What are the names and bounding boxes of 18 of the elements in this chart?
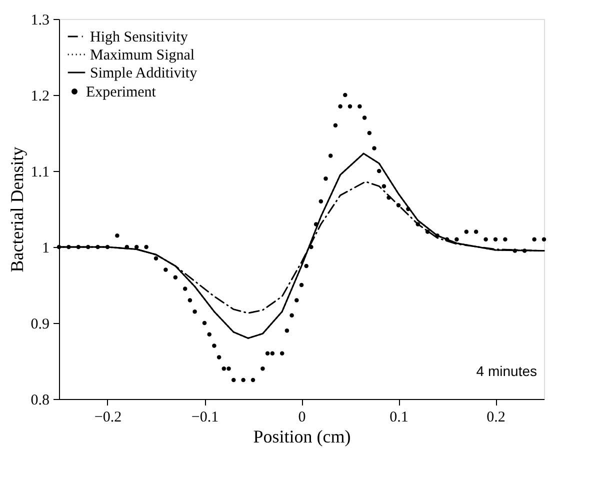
x-tick-label: 0.2 [486, 410, 506, 426]
y-tick-label: 1 [42, 240, 50, 256]
annotation: 4 minutes [476, 363, 537, 379]
legend-label: High Sensitivity [90, 30, 188, 46]
x-axis-title: Position (cm) [253, 426, 351, 446]
y-tick-label: 1.2 [30, 88, 50, 104]
y-tick-label: 1.1 [30, 164, 50, 180]
y-tick-label: 1.3 [30, 12, 50, 28]
y-tick-label: 0.8 [30, 392, 50, 408]
x-tick-label: 0 [298, 410, 306, 426]
legend-label: Maximum Signal [90, 48, 195, 64]
y-tick-label: 0.9 [30, 316, 50, 332]
x-tick-label: 0.1 [390, 410, 408, 426]
legend-label: Simple Additivity [90, 66, 198, 82]
y-axis-title: Bacterial Density [6, 146, 27, 272]
x-tick-label: −0.1 [191, 410, 219, 426]
legend-label: Experiment [86, 84, 157, 100]
x-tick-label: −0.2 [94, 410, 122, 426]
